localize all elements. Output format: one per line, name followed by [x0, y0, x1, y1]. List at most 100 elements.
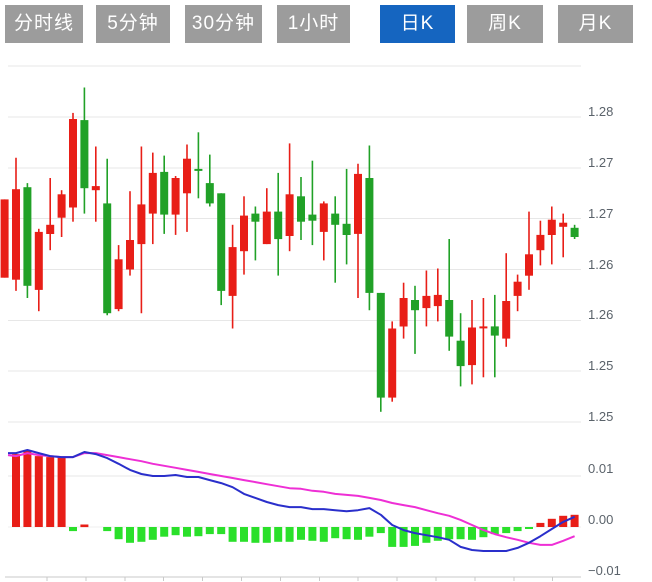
- macd-bar: [103, 527, 112, 532]
- macd-bar: [297, 527, 305, 540]
- candle-body: [194, 168, 203, 171]
- candle-body: [297, 196, 305, 222]
- candle-body: [183, 158, 191, 194]
- candle-body: [69, 119, 77, 208]
- macd-bar: [399, 527, 408, 547]
- candle-body: [547, 219, 556, 235]
- price-axis-label: 1.27: [588, 155, 614, 170]
- candle-body: [0, 199, 9, 278]
- tab-time-line[interactable]: 分时线: [5, 5, 83, 43]
- candle-body: [479, 326, 488, 329]
- macd-bar: [194, 527, 203, 537]
- macd-histogram: [12, 450, 579, 547]
- macd-bar: [80, 524, 89, 528]
- macd-bar: [23, 450, 32, 527]
- candle-body: [205, 183, 214, 204]
- x-axis: [5, 576, 581, 581]
- macd-axis-label: −0.01: [588, 563, 621, 578]
- macd-bar: [148, 527, 157, 540]
- macd-bar: [319, 527, 328, 542]
- macd-axis-label: 0.01: [588, 461, 614, 476]
- macd-bar: [490, 527, 499, 535]
- tab-1hour[interactable]: 1小时: [277, 5, 350, 43]
- dif-line: [8, 449, 576, 552]
- macd-bar: [205, 527, 214, 535]
- candle-body: [274, 211, 283, 240]
- candle-body: [319, 203, 328, 232]
- candle-body: [456, 340, 465, 367]
- macd-bar: [547, 518, 556, 527]
- candle-body: [570, 227, 579, 237]
- candle-body: [376, 292, 385, 398]
- candle-body: [285, 194, 294, 236]
- candle-body: [137, 204, 146, 245]
- macd-bar: [46, 457, 55, 527]
- candle-body: [422, 295, 431, 309]
- macd-bar: [69, 527, 77, 532]
- macd-bar: [411, 527, 419, 546]
- candlestick-series: [0, 87, 579, 412]
- macd-bar: [228, 527, 237, 542]
- candle-body: [468, 327, 476, 366]
- period-tabbar: 分时线 5分钟 30分钟 1小时 日K 周K 月K: [0, 0, 652, 48]
- candle-body: [399, 298, 408, 327]
- candle-body: [103, 203, 112, 314]
- candle-body: [34, 231, 43, 290]
- macd-bar: [388, 527, 397, 547]
- macd-bar: [126, 527, 134, 543]
- candle-body: [171, 178, 180, 215]
- tab-5min[interactable]: 5分钟: [96, 5, 170, 43]
- candle-body: [23, 187, 32, 286]
- macd-bar: [331, 527, 340, 539]
- candle-body: [354, 173, 362, 234]
- macd-bar: [308, 527, 317, 541]
- candle-body: [91, 186, 100, 191]
- macd-lines: [7, 449, 576, 552]
- tab-30min[interactable]: 30分钟: [185, 5, 262, 43]
- macd-bar: [114, 527, 123, 540]
- candle-body: [525, 254, 533, 276]
- macd-bar: [570, 514, 579, 527]
- candle-body: [240, 215, 248, 252]
- candle-body: [388, 328, 397, 398]
- dea-line: [7, 452, 575, 546]
- tab-weekly-k[interactable]: 周K: [467, 5, 543, 43]
- macd-bar: [12, 454, 20, 527]
- macd-axis-label: 0.00: [588, 512, 614, 527]
- macd-bar: [251, 527, 260, 543]
- candle-body: [331, 213, 340, 225]
- tab-daily-k[interactable]: 日K: [380, 5, 455, 43]
- candle-body: [57, 194, 66, 218]
- grid-lines: [8, 65, 581, 528]
- macd-bar: [285, 527, 294, 542]
- candle-body: [559, 222, 568, 227]
- price-axis-label: 1.28: [588, 104, 614, 119]
- candle-body: [262, 211, 271, 245]
- macd-bar: [513, 527, 522, 532]
- candle-body: [148, 172, 157, 214]
- macd-bar: [479, 527, 488, 538]
- price-axis-label: 1.25: [588, 409, 614, 424]
- macd-bar: [137, 527, 146, 542]
- candle-body: [217, 193, 226, 291]
- candle-body: [490, 326, 499, 336]
- candle-body: [411, 300, 419, 311]
- candle-body: [46, 224, 55, 234]
- macd-bar: [354, 527, 362, 540]
- tab-monthly-k[interactable]: 月K: [558, 5, 633, 43]
- candle-body: [445, 300, 454, 337]
- macd-bar: [217, 527, 226, 535]
- candle-body: [12, 189, 20, 280]
- macd-bar: [376, 527, 385, 534]
- macd-bar: [445, 527, 454, 540]
- candle-body: [228, 247, 237, 296]
- macd-bar: [183, 527, 191, 537]
- macd-bar: [34, 456, 43, 527]
- macd-bar: [433, 527, 442, 541]
- macd-bar: [365, 527, 374, 537]
- macd-bar: [262, 527, 271, 543]
- macd-bar: [342, 527, 351, 540]
- candle-body: [80, 120, 89, 189]
